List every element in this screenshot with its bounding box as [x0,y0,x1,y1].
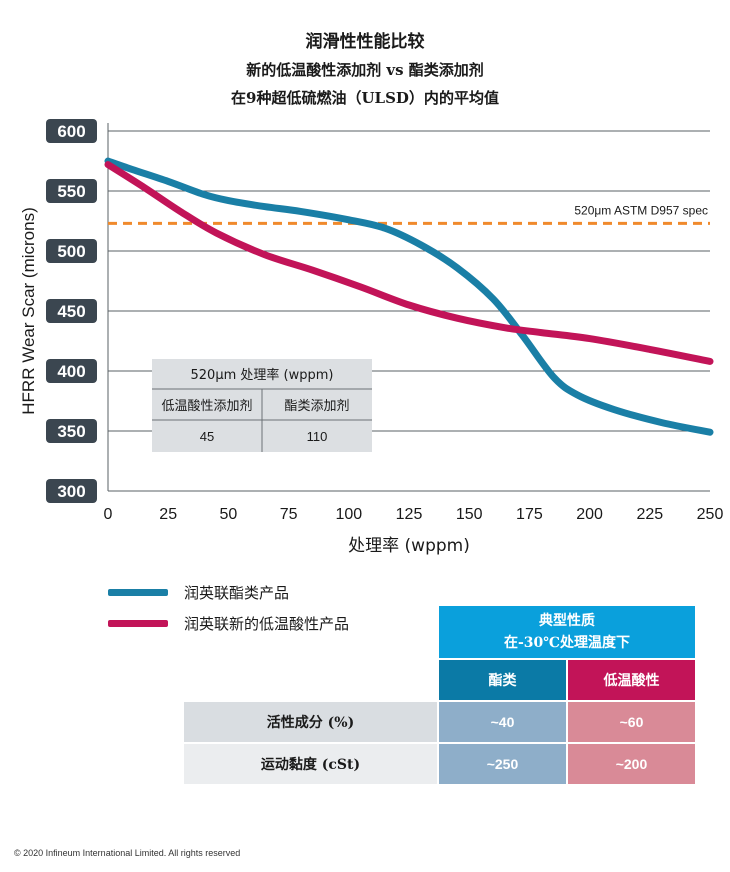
y-tick-badge [46,299,97,323]
table-row: 活性成分 (%) ~40 ~60 [184,702,695,742]
series-line-ester [104,157,714,436]
x-axis-title: 处理率 (wppm) [348,536,470,556]
column-header-ester: 酯类 [439,660,566,700]
inset-table-column: 酯类添加剂 [284,399,349,414]
value-active-acid: ~60 [568,702,695,742]
y-tick-badge [46,179,97,203]
y-tick-badge [46,119,97,143]
legend-label-ester: 润英联酯类产品 [184,585,290,602]
wear-scar-chart: 300 350 400 450 500 550 600 0 25 50 75 100 125 150 175… [19,119,724,556]
title-line-1: 润滑性性能比较 [305,32,425,52]
inset-table-value: 45 [200,429,214,444]
value-viscosity-acid: ~200 [568,744,695,784]
properties-header-line-1: 典型性质 [539,613,595,629]
row-label-viscosity: 运动黏度 (cSt) [184,744,437,784]
table-row: 运动黏度 (cSt) ~250 ~200 [184,744,695,784]
x-tick-label: 200 [576,506,603,523]
x-tick-label: 175 [516,506,543,523]
y-tick-label: 550 [57,182,85,201]
row-label-active: 活性成分 (%) [184,702,437,742]
y-axis-title: HFRR Wear Scar (microns) [19,207,38,414]
column-header-acid: 低温酸性 [568,660,695,700]
x-tick-label: 225 [636,506,663,523]
y-tick-badge [46,479,97,503]
properties-table: 典型性质 在-30℃处理温度下 酯类 低温酸性 活性成分 (%) ~40 ~60… [182,604,697,786]
title-line-3: 在9种超低硫燃油（ULSD）内的平均值 [231,89,499,107]
value-viscosity-ester: ~250 [439,744,566,784]
spec-reference-label: 520μm ASTM D957 spec [574,203,708,217]
y-tick-label: 450 [57,302,85,321]
legend-swatch-acid [108,620,168,627]
y-tick-badge [46,359,97,383]
chart-title: 润滑性性能比较 新的低温酸性添加剂 vs 酯类添加剂 在9种超低硫燃油（ULSD… [0,28,730,112]
title-line-2: 新的低温酸性添加剂 vs 酯类添加剂 [246,61,484,79]
x-tick-label: 250 [697,506,724,523]
x-tick-label: 0 [104,506,113,523]
legend-swatch-ester [108,589,168,596]
x-tick-label: 75 [280,506,298,523]
legend-label-acid: 润英联新的低温酸性产品 [184,616,350,633]
inset-table-value: 110 [307,429,328,444]
y-tick-label: 500 [57,242,85,261]
x-tick-label: 150 [456,506,483,523]
properties-header: 典型性质 在-30℃处理温度下 [439,606,695,658]
legend-item-acid: 润英联新的低温酸性产品 [108,613,349,634]
x-tick-label: 125 [396,506,423,523]
y-tick-label: 400 [57,362,85,381]
y-tick-label: 300 [57,482,85,501]
inset-table-header: 520μm 处理率 (wppm) [191,367,334,383]
y-tick-badge [46,419,97,443]
copyright-notice: © 2020 Infineum International Limited. A… [14,848,241,858]
x-tick-label: 50 [220,506,238,523]
properties-header-line-2: 在-30℃处理温度下 [503,635,631,651]
series-line-acid [104,161,714,365]
y-tick-badge [46,239,97,263]
x-tick-label: 25 [159,506,177,523]
y-tick-label: 600 [57,122,85,141]
x-tick-label: 100 [335,506,362,523]
y-tick-label: 350 [57,422,85,441]
inset-table-column: 低温酸性添加剂 [161,399,252,414]
legend-item-ester: 润英联酯类产品 [108,582,289,603]
value-active-ester: ~40 [439,702,566,742]
